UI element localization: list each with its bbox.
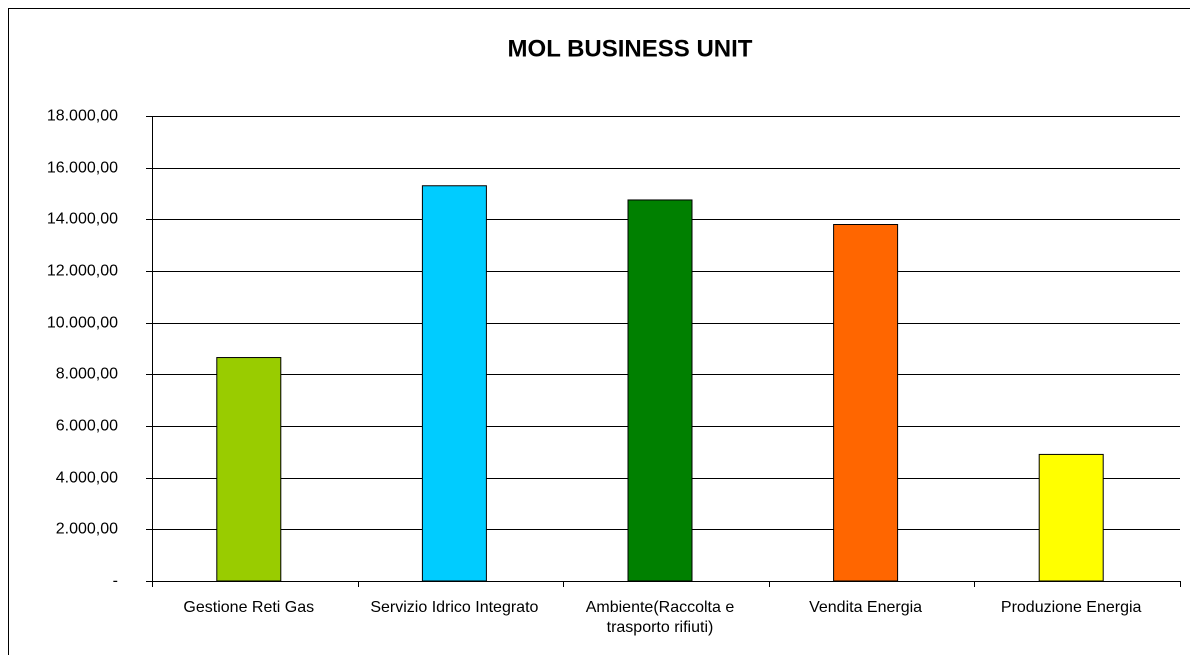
y-tick-label: 16.000,00	[47, 160, 118, 177]
y-tick-label: -	[113, 573, 118, 590]
x-tick-label: Servizio Idrico Integrato	[370, 599, 539, 616]
bar	[833, 224, 899, 582]
y-tick-label: 14.000,00	[47, 211, 118, 228]
y-tick-label: 2.000,00	[56, 521, 118, 538]
bar	[627, 199, 693, 582]
y-tick-label: 6.000,00	[56, 418, 118, 435]
x-tick-label: Produzione Energia	[1000, 599, 1142, 616]
chart-frame	[8, 8, 1190, 655]
y-tick-label: 12.000,00	[47, 263, 118, 280]
bar	[216, 357, 282, 582]
y-tick-label: 10.000,00	[47, 315, 118, 332]
x-tick-label: Ambiente(Raccolta e trasporto rifiuti)	[585, 599, 735, 636]
x-tick-label: Vendita Energia	[809, 599, 923, 616]
y-tick-label: 8.000,00	[56, 366, 118, 383]
chart-title: MOL BUSINESS UNIT	[508, 35, 753, 62]
y-tick-label: 4.000,00	[56, 470, 118, 487]
x-tick-label: Gestione Reti Gas	[183, 599, 315, 616]
bar	[421, 185, 487, 582]
bar	[1038, 453, 1104, 582]
y-tick-label: 18.000,00	[47, 108, 118, 125]
